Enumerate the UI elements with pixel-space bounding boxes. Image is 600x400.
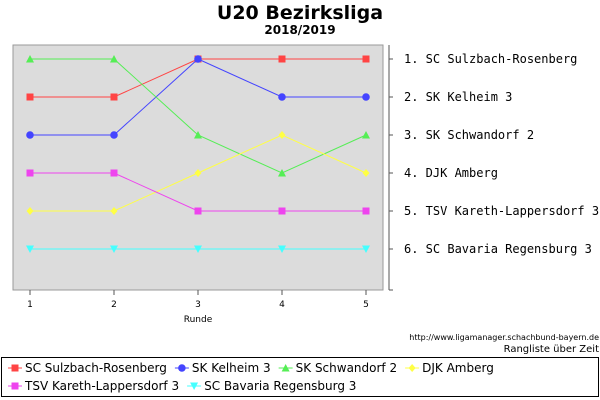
point-sc-bavaria-regensburg-3 [194,245,202,253]
point-sc-bavaria-regensburg-3 [26,245,34,253]
legend: SC Sulzbach-Rosenberg SK Kelheim 3 SK Schw… [1,357,599,397]
point-tsv-kareth-lappersdorf-3 [362,207,370,215]
point-tsv-kareth-lappersdorf-3 [110,169,118,177]
legend-svg: SC Sulzbach-Rosenberg SK Kelheim 3 SK Schw… [8,361,494,393]
point-sk-schwandorf-2 [278,169,286,177]
point-djk-amberg [278,131,286,139]
point-tsv-kareth-lappersdorf-3 [194,207,202,215]
legend-marker [178,364,186,372]
point-djk-amberg [362,169,370,177]
point-sk-kelheim-3 [194,55,202,63]
rank-label: 1. SC Sulzbach-Rosenberg [404,52,577,66]
point-djk-amberg [110,207,118,215]
x-tick-label: 4 [279,300,285,310]
point-tsv-kareth-lappersdorf-3 [278,207,286,215]
point-sc-bavaria-regensburg-3 [278,245,286,253]
point-sk-kelheim-3 [26,131,34,139]
legend-label-sc-bavaria-regensburg-3: SC Bavaria Regensburg 3 [204,379,356,393]
point-sk-kelheim-3 [110,131,118,139]
rank-label: 3. SK Schwandorf 2 [404,128,534,142]
point-sc-sulzbach-rosenberg [362,55,370,63]
x-tick-label: 1 [27,300,33,310]
point-sk-schwandorf-2 [362,131,370,139]
legend-marker [281,364,290,372]
point-sk-schwandorf-2 [194,131,202,139]
point-sk-kelheim-3 [362,93,370,101]
chart-title: U20 Bezirksliga [216,2,384,24]
rank-label: 4. DJK Amberg [404,166,498,180]
point-sk-schwandorf-2 [26,55,34,63]
point-sc-sulzbach-rosenberg [278,55,286,63]
x-tick-label: 5 [363,300,369,310]
x-tick-label: 3 [195,300,201,310]
ranking-note: Rangliste über Zeit [503,344,599,355]
legend-label-tsv-kareth-lappersdorf-3: TSV Kareth-Lappersdorf 3 [24,379,179,393]
legend-label-djk-amberg: DJK Amberg [422,361,494,375]
x-axis-label: Runde [184,315,213,325]
source-credit[interactable]: http://www.ligamanager.schachbund-bayern… [409,333,599,342]
x-tick-label: 2 [111,300,117,310]
point-sk-schwandorf-2 [110,55,118,63]
point-djk-amberg [194,169,202,177]
point-sc-bavaria-regensburg-3 [110,245,118,253]
point-sc-sulzbach-rosenberg [26,93,34,101]
legend-label-sc-sulzbach-rosenberg: SC Sulzbach-Rosenberg [25,361,167,375]
point-sk-kelheim-3 [278,93,286,101]
legend-marker [11,364,19,372]
point-djk-amberg [26,207,34,215]
point-tsv-kareth-lappersdorf-3 [26,169,34,177]
legend-marker [190,382,199,390]
plot-background [12,44,384,291]
legend-label-sk-schwandorf-2: SK Schwandorf 2 [296,361,397,375]
legend-marker [11,382,19,390]
rank-label: 6. SC Bavaria Regensburg 3 [404,242,592,256]
rank-label: 2. SK Kelheim 3 [404,90,512,104]
rank-label: 5. TSV Kareth-Lappersdorf 3 [404,204,599,218]
point-sc-sulzbach-rosenberg [110,93,118,101]
legend-label-sk-kelheim-3: SK Kelheim 3 [192,361,271,375]
chart-subtitle: 2018/2019 [264,23,336,37]
point-sc-bavaria-regensburg-3 [362,245,370,253]
legend-marker [408,364,416,372]
